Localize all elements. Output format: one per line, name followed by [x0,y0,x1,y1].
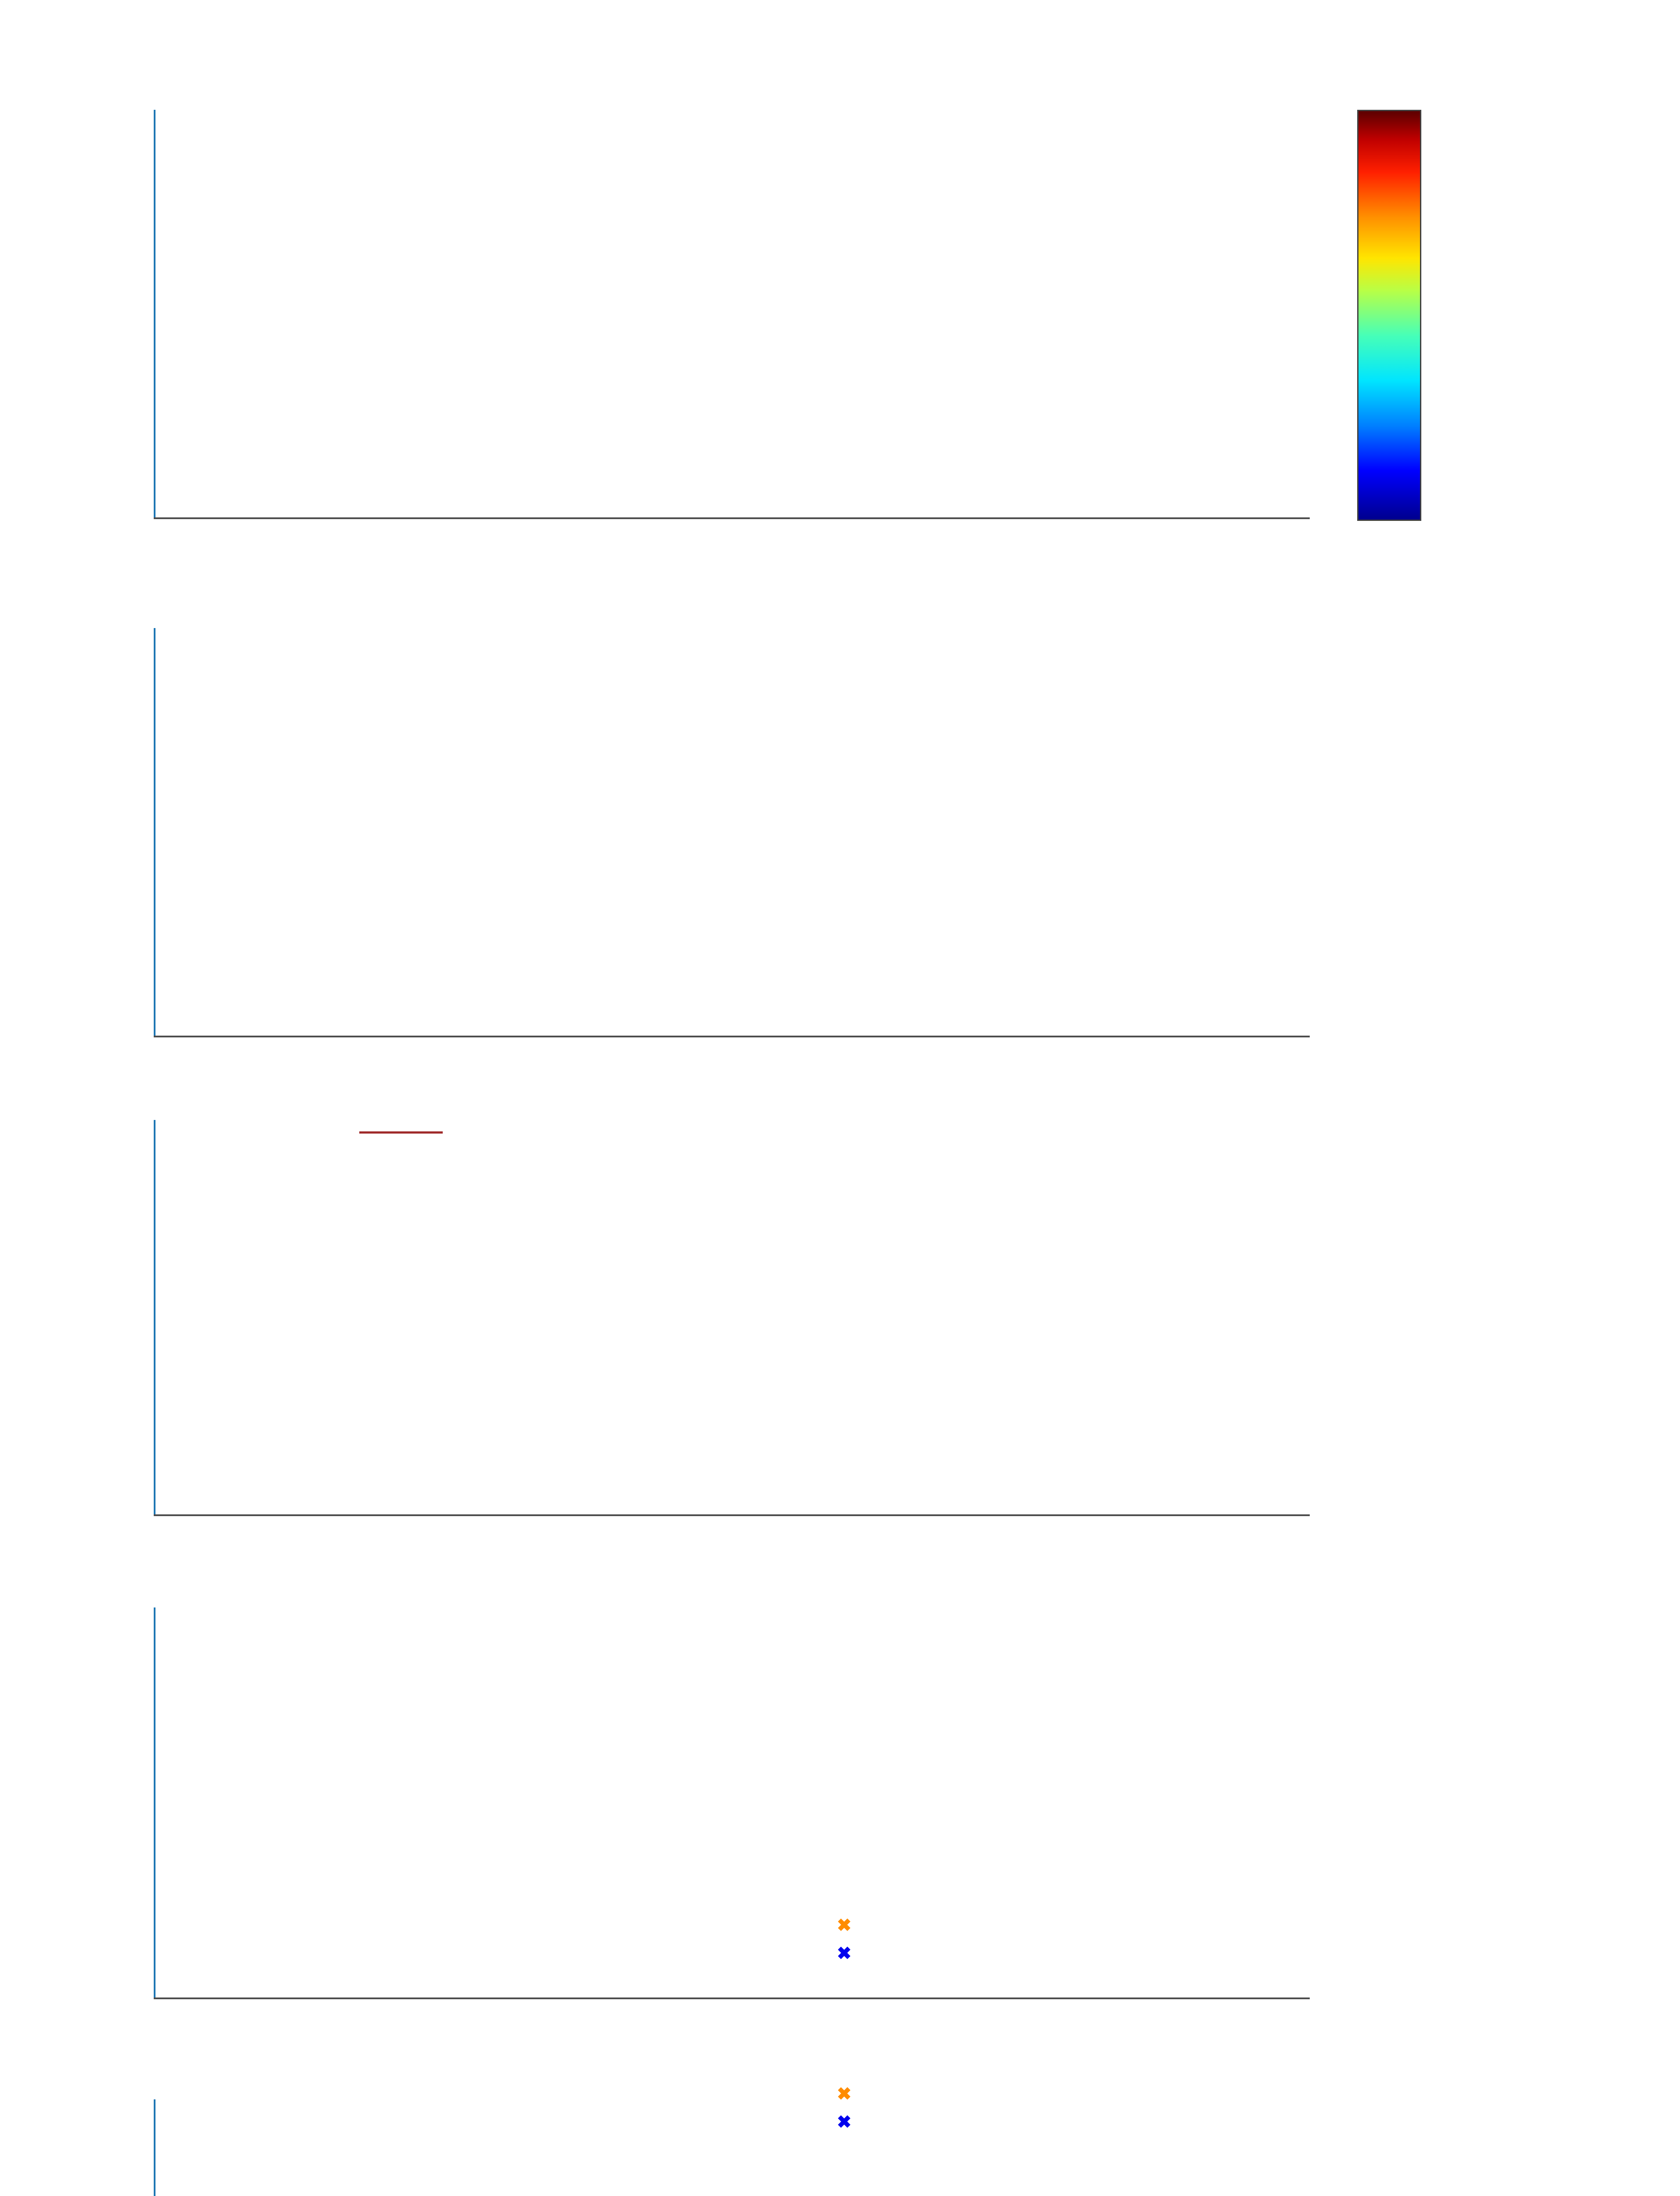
nd-y-axis [154,2099,155,2196]
refl-x-axis [154,517,1310,519]
dq-plot-area [155,628,1310,1037]
dq-canvas [0,593,1680,1076]
panel-lwp [0,1076,1680,1559]
reflectivity-colorbar [1357,110,1421,521]
lwp-canvas [0,1076,1680,1559]
nd-legend-marker-zlwp: ✖ [837,2113,852,2132]
panel-droplet-concentration: ✖ ✖ [0,2042,1680,2196]
re-plot-area [155,1607,1310,1998]
nd-plot-area [155,2099,1310,2196]
refl-y-axis [154,110,155,518]
dq-x-axis [154,1036,1310,1037]
lwp-y-axis [154,1120,155,1515]
lwp-x-axis [154,1514,1310,1516]
re-canvas [0,1559,1680,2042]
re-legend-marker-zlwp: ✖ [837,1944,852,1963]
re-x-axis [154,1997,1310,1999]
nd-legend-marker-d98: ✖ [837,2084,852,2104]
panel-reflectivity [0,0,1680,549]
reflectivity-canvas [0,0,1680,549]
panel-effective-radius: ✖ ✖ [0,1559,1680,2042]
re-legend-marker-d98: ✖ [837,1916,852,1935]
reflectivity-plot-area [155,110,1310,518]
lwp-plot-area [155,1120,1310,1515]
dq-y-axis [154,628,155,1037]
lwp-legend-swatch [359,1131,443,1134]
panel-dq-flag [0,593,1680,1076]
re-y-axis [154,1607,155,1998]
